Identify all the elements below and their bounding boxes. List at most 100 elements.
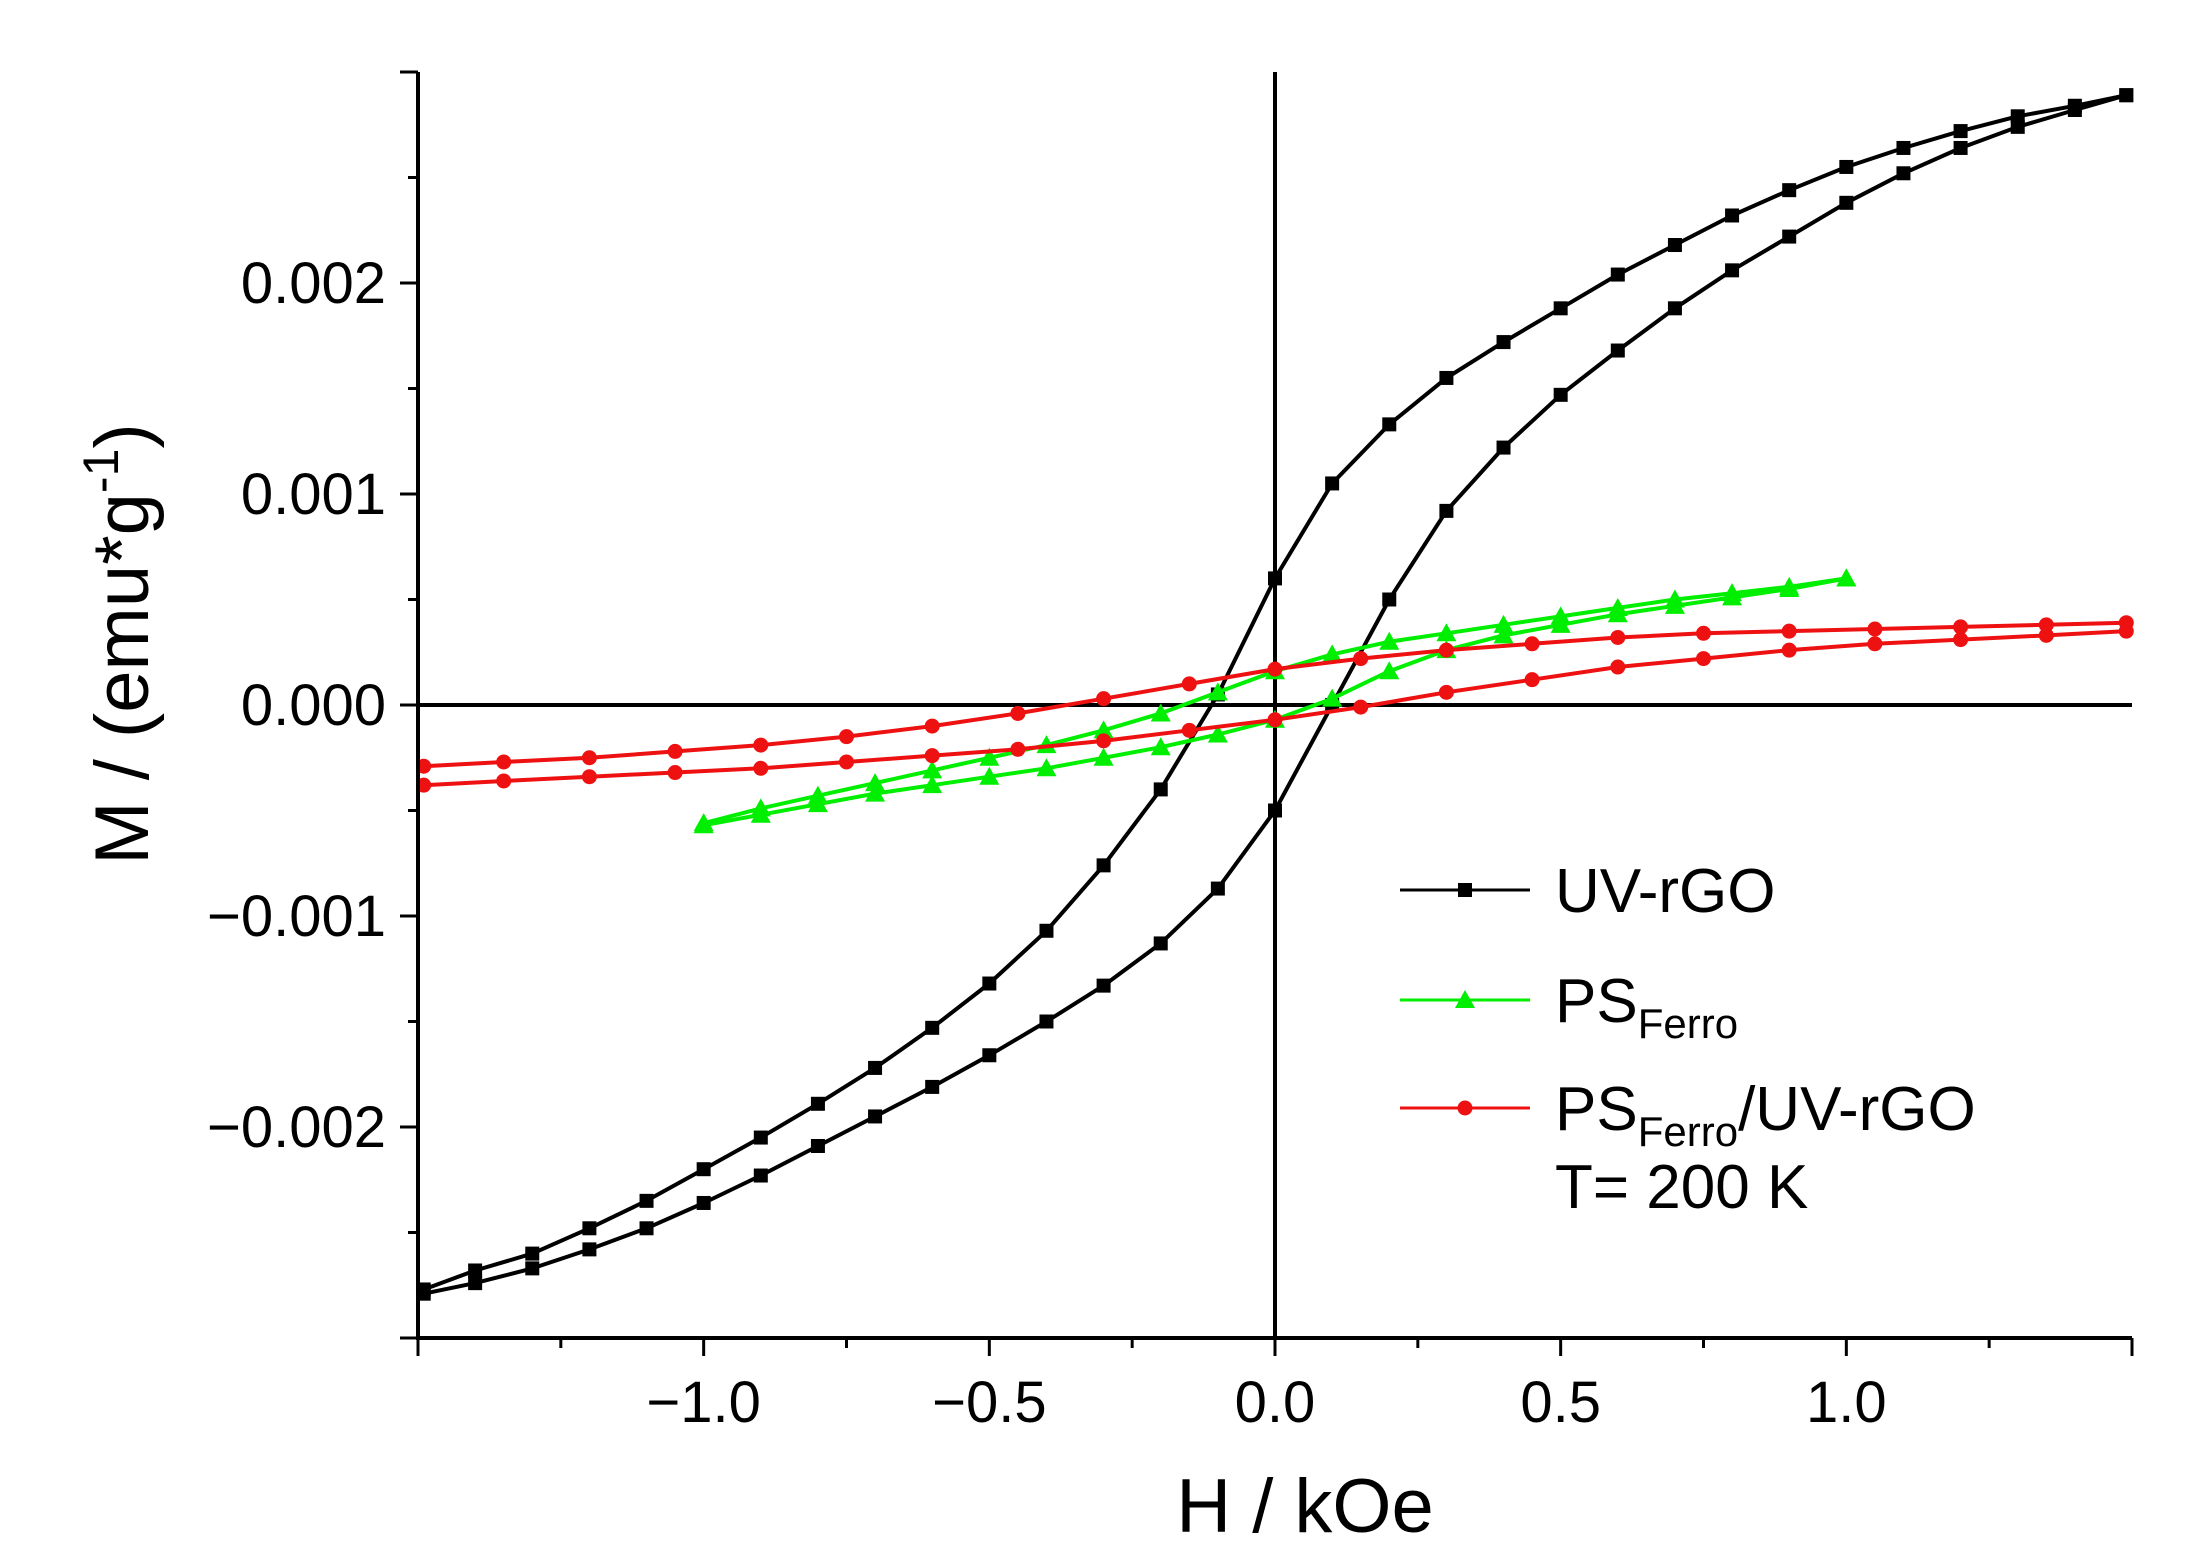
series-0-point [2067, 102, 2082, 117]
legend-item-1: PSFerro [1400, 967, 1738, 1047]
series-2-point [753, 737, 769, 753]
axes-layer [400, 70, 2134, 1356]
series-0-point [1153, 936, 1168, 951]
series-2-point [1353, 699, 1369, 715]
series-0-point [525, 1246, 540, 1261]
series-0-point [416, 1286, 431, 1301]
series-2-point [581, 769, 597, 785]
series-2-point [496, 773, 512, 789]
series-2-point [1181, 722, 1197, 738]
series-1-point [1093, 720, 1114, 739]
series-0-point [1039, 923, 1054, 938]
series-0-point [468, 1276, 483, 1291]
series-2-point [2038, 617, 2054, 633]
series-0-point [1667, 238, 1682, 253]
series-0 [416, 88, 2134, 1301]
series-2-point [1438, 642, 1454, 658]
series-2-point [2038, 627, 2054, 643]
series-0-point [1210, 881, 1225, 896]
series-2-point [1010, 741, 1026, 757]
y-axis-label-main: M / (emu*g [80, 493, 165, 865]
series-0-point [1039, 1014, 1054, 1029]
series-2-point [1267, 712, 1283, 728]
series-2-point [1953, 619, 1969, 635]
legend-label-subscript: Ferro [1638, 1000, 1738, 1047]
series-2-point [1781, 623, 1797, 639]
series-1-point [979, 766, 1000, 785]
series-0-point [1896, 140, 1911, 155]
legend-label-tail: /UV-rGO [1738, 1075, 1976, 1144]
series-2-point [1181, 676, 1197, 692]
legend-item-0: UV-rGO [1400, 857, 1775, 926]
series-0-point [582, 1242, 597, 1257]
series-0-point [1953, 124, 1968, 139]
series-1-point [1664, 595, 1685, 614]
series-0-point [1496, 440, 1511, 455]
legend-label: PSFerro [1555, 967, 1738, 1047]
series-0-point [1725, 263, 1740, 278]
series-0-point [925, 1020, 940, 1035]
series-2-point [581, 750, 597, 766]
series-0-point [1667, 301, 1682, 316]
series-0-point [753, 1130, 768, 1145]
series-0-point [468, 1263, 483, 1278]
series-2-point [1524, 672, 1540, 688]
series-1-point [1322, 644, 1343, 663]
series-0-point [1553, 301, 1568, 316]
series-0-point [753, 1168, 768, 1183]
x-tick-label: −0.5 [932, 1370, 1047, 1435]
series-0-point [1610, 343, 1625, 358]
legend-item-2: PSFerro/UV-rGO [1400, 1075, 1976, 1155]
series-1-point [1207, 682, 1228, 701]
series-1-point [693, 815, 714, 834]
series-2-point [1610, 659, 1626, 675]
series-0-point [696, 1195, 711, 1210]
series-0-point [810, 1138, 825, 1153]
y-tick-label: 0.002 [241, 251, 386, 316]
series-1-point [922, 760, 943, 779]
series-1-point [1607, 604, 1628, 623]
legend-marker [1458, 883, 1472, 897]
series-0-point [2010, 119, 2025, 134]
series-0-point [868, 1060, 883, 1075]
series-1-point [1493, 625, 1514, 644]
series-2-point [667, 743, 683, 759]
series-1-point [807, 794, 828, 813]
legend-label-main: PS [1555, 967, 1638, 1036]
legend-label: PSFerro/UV-rGO [1555, 1075, 1976, 1155]
series-layer [416, 88, 2134, 1301]
series-2-point [1438, 684, 1454, 700]
series-1-point [922, 775, 943, 794]
series-1-point [1036, 758, 1057, 777]
series-0-point [868, 1109, 883, 1124]
series-1-point [1207, 724, 1228, 743]
series-2-point [1096, 733, 1112, 749]
y-axis-label-close: ) [80, 423, 165, 448]
series-2-point [839, 754, 854, 770]
series-0-point [982, 976, 997, 991]
series-0-point [982, 1048, 997, 1063]
series-0-point [1953, 140, 1968, 155]
x-tick-label: 0.0 [1235, 1370, 1316, 1435]
series-0-point [1782, 183, 1797, 198]
series-1-point [1093, 747, 1114, 766]
series-0-point [1782, 229, 1797, 244]
series-1-point [1322, 688, 1343, 707]
legend-label-subscript: Ferro [1638, 1108, 1738, 1155]
x-tick-label: 1.0 [1806, 1370, 1887, 1435]
series-2-point [839, 729, 854, 745]
series-2-point [1267, 661, 1283, 677]
legend-label: UV-rGO [1555, 857, 1775, 926]
series-0-point [1153, 782, 1168, 797]
series-0-point [525, 1261, 540, 1276]
series-1-point [865, 773, 886, 792]
series-1-point [979, 747, 1000, 766]
series-1-point [1779, 578, 1800, 597]
x-axis-label: H / kOe [1176, 1464, 1434, 1549]
series-2-point [1696, 625, 1711, 641]
series-2-point [1353, 651, 1369, 667]
series-2-point [1867, 621, 1883, 637]
series-1-point [1150, 703, 1171, 722]
y-tick-label: −0.001 [207, 884, 386, 949]
